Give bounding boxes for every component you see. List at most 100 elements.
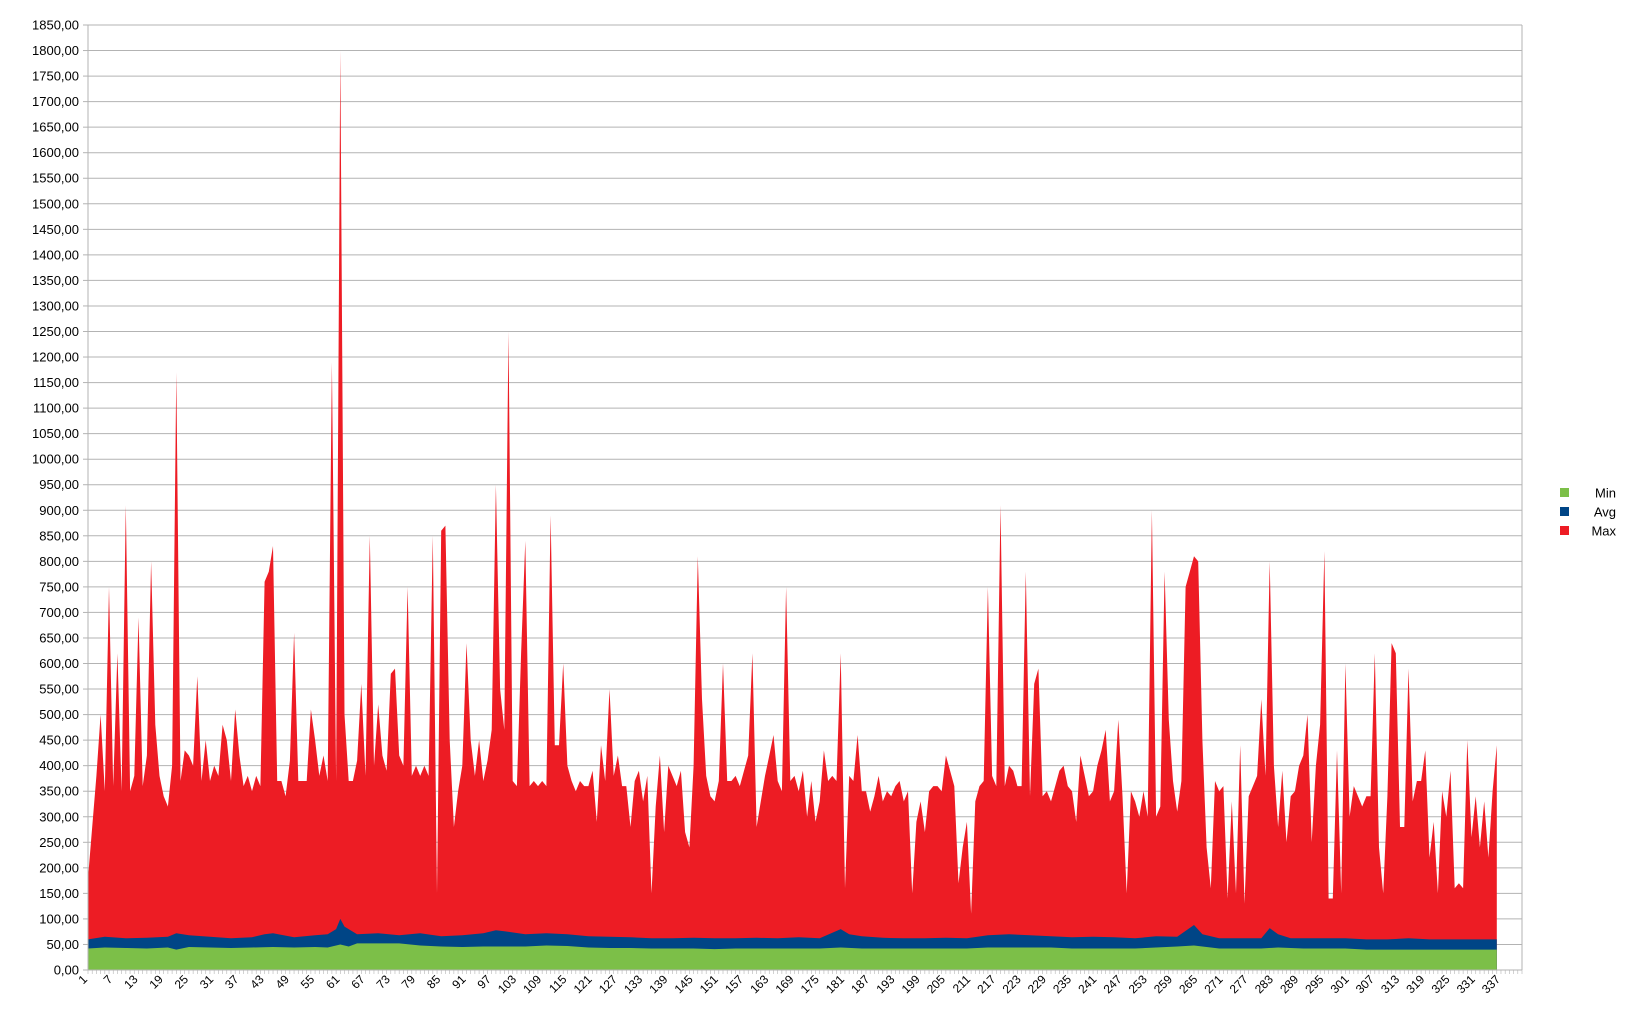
y-tick-label: 350,00 (39, 784, 79, 799)
x-tick-label: 307 (1353, 972, 1377, 996)
x-tick-label: 337 (1479, 972, 1503, 996)
y-tick-label: 1850,00 (32, 18, 79, 33)
x-tick-label: 55 (298, 972, 318, 992)
y-tick-label: 450,00 (39, 733, 79, 748)
y-tick-label: 500,00 (39, 707, 79, 722)
x-tick-label: 253 (1126, 972, 1150, 996)
y-tick-label: 1000,00 (32, 452, 79, 467)
x-tick-label: 193 (873, 972, 897, 996)
x-tick-label: 121 (571, 972, 595, 996)
x-tick-label: 169 (773, 972, 797, 996)
x-tick-label: 301 (1328, 972, 1352, 996)
y-tick-label: 1100,00 (33, 401, 79, 416)
y-tick-label: 200,00 (39, 860, 79, 875)
y-tick-label: 300,00 (39, 809, 79, 824)
series-area-max (88, 50, 1497, 970)
y-tick-label: 1600,00 (32, 145, 79, 160)
x-tick-label: 115 (546, 972, 570, 996)
x-tick-label: 25 (172, 972, 192, 992)
x-tick-label: 319 (1403, 972, 1427, 996)
legend-label-avg: Avg (1594, 505, 1616, 520)
x-tick-label: 109 (520, 972, 544, 996)
x-tick-label: 73 (374, 972, 394, 992)
y-tick-label: 750,00 (39, 579, 79, 594)
y-tick-label: 700,00 (39, 605, 79, 620)
legend-swatch-avg (1560, 507, 1569, 516)
x-tick-label: 283 (1252, 972, 1276, 996)
x-tick-label: 163 (747, 972, 771, 996)
y-tick-label: 1650,00 (32, 120, 79, 135)
x-tick-label: 49 (273, 972, 293, 992)
x-tick-label: 205 (924, 972, 948, 996)
x-tick-label: 151 (697, 972, 721, 996)
y-tick-label: 1200,00 (32, 350, 79, 365)
y-tick-label: 800,00 (39, 554, 79, 569)
y-tick-label: 50,00 (46, 937, 79, 952)
y-tick-label: 1800,00 (32, 43, 79, 58)
y-tick-label: 950,00 (39, 477, 79, 492)
y-tick-label: 150,00 (39, 886, 79, 901)
legend-label-min: Min (1595, 486, 1616, 501)
y-tick-label: 400,00 (39, 758, 79, 773)
y-tick-label: 1050,00 (32, 426, 79, 441)
y-tick-label: 850,00 (39, 528, 79, 543)
x-tick-label: 103 (495, 972, 519, 996)
x-tick-label: 31 (197, 972, 217, 992)
x-tick-label: 37 (222, 972, 242, 992)
x-tick-label: 85 (424, 972, 444, 992)
y-tick-label: 100,00 (39, 911, 79, 926)
y-tick-label: 250,00 (39, 835, 79, 850)
x-tick-label: 61 (323, 972, 343, 992)
x-tick-label: 247 (1101, 972, 1125, 996)
x-tick-label: 139 (646, 972, 670, 996)
legend-swatch-min (1560, 488, 1569, 497)
x-tick-label: 289 (1277, 972, 1301, 996)
x-tick-label: 79 (399, 972, 419, 992)
x-tick-label: 223 (1000, 972, 1024, 996)
x-tick-label: 241 (1075, 972, 1099, 996)
x-tick-label: 295 (1302, 972, 1326, 996)
series-areas (88, 50, 1497, 970)
y-tick-label: 1300,00 (32, 298, 79, 313)
x-tick-label: 43 (247, 972, 267, 992)
x-tick-label: 13 (121, 972, 141, 992)
y-tick-label: 1250,00 (32, 324, 79, 339)
x-tick-label: 271 (1201, 972, 1225, 996)
x-tick-label: 217 (974, 972, 998, 996)
x-tick-label: 235 (1050, 972, 1074, 996)
x-tick-label: 265 (1176, 972, 1200, 996)
x-tick-label: 229 (1025, 972, 1049, 996)
x-tick-label: 331 (1454, 972, 1478, 996)
y-tick-label: 550,00 (39, 682, 79, 697)
x-tick-label: 1 (75, 972, 90, 987)
y-tick-label: 1500,00 (32, 196, 79, 211)
x-tick-label: 67 (348, 972, 368, 992)
x-tick-label: 145 (672, 972, 696, 996)
y-tick-label: 0,00 (54, 963, 79, 978)
x-tick-label: 199 (899, 972, 923, 996)
y-tick-label: 1150,00 (33, 375, 79, 390)
x-tick-label: 97 (474, 972, 494, 992)
x-tick-label: 211 (950, 972, 974, 996)
y-tick-label: 900,00 (39, 503, 79, 518)
x-tick-label: 175 (798, 972, 822, 996)
x-tick-label: 91 (449, 972, 469, 992)
x-tick-label: 181 (823, 972, 847, 996)
x-tick-label: 325 (1429, 972, 1453, 996)
x-tick-label: 133 (621, 972, 645, 996)
y-tick-label: 1550,00 (32, 171, 79, 186)
y-tick-label: 1450,00 (32, 222, 79, 237)
x-tick-label: 277 (1227, 972, 1251, 996)
legend-label-max: Max (1591, 524, 1616, 539)
y-tick-label: 1700,00 (32, 94, 79, 109)
y-tick-label: 600,00 (39, 656, 79, 671)
x-tick-label: 19 (146, 972, 166, 992)
axes: 0,00 50,00 100,00 150,00 200,00 250,00 300,00 3… (32, 18, 1523, 996)
x-tick-label: 259 (1151, 972, 1175, 996)
legend-swatch-max (1560, 526, 1569, 535)
x-tick-label: 7 (101, 972, 116, 987)
y-tick-label: 1400,00 (32, 247, 79, 262)
legend: Min Avg Max (1560, 486, 1616, 539)
